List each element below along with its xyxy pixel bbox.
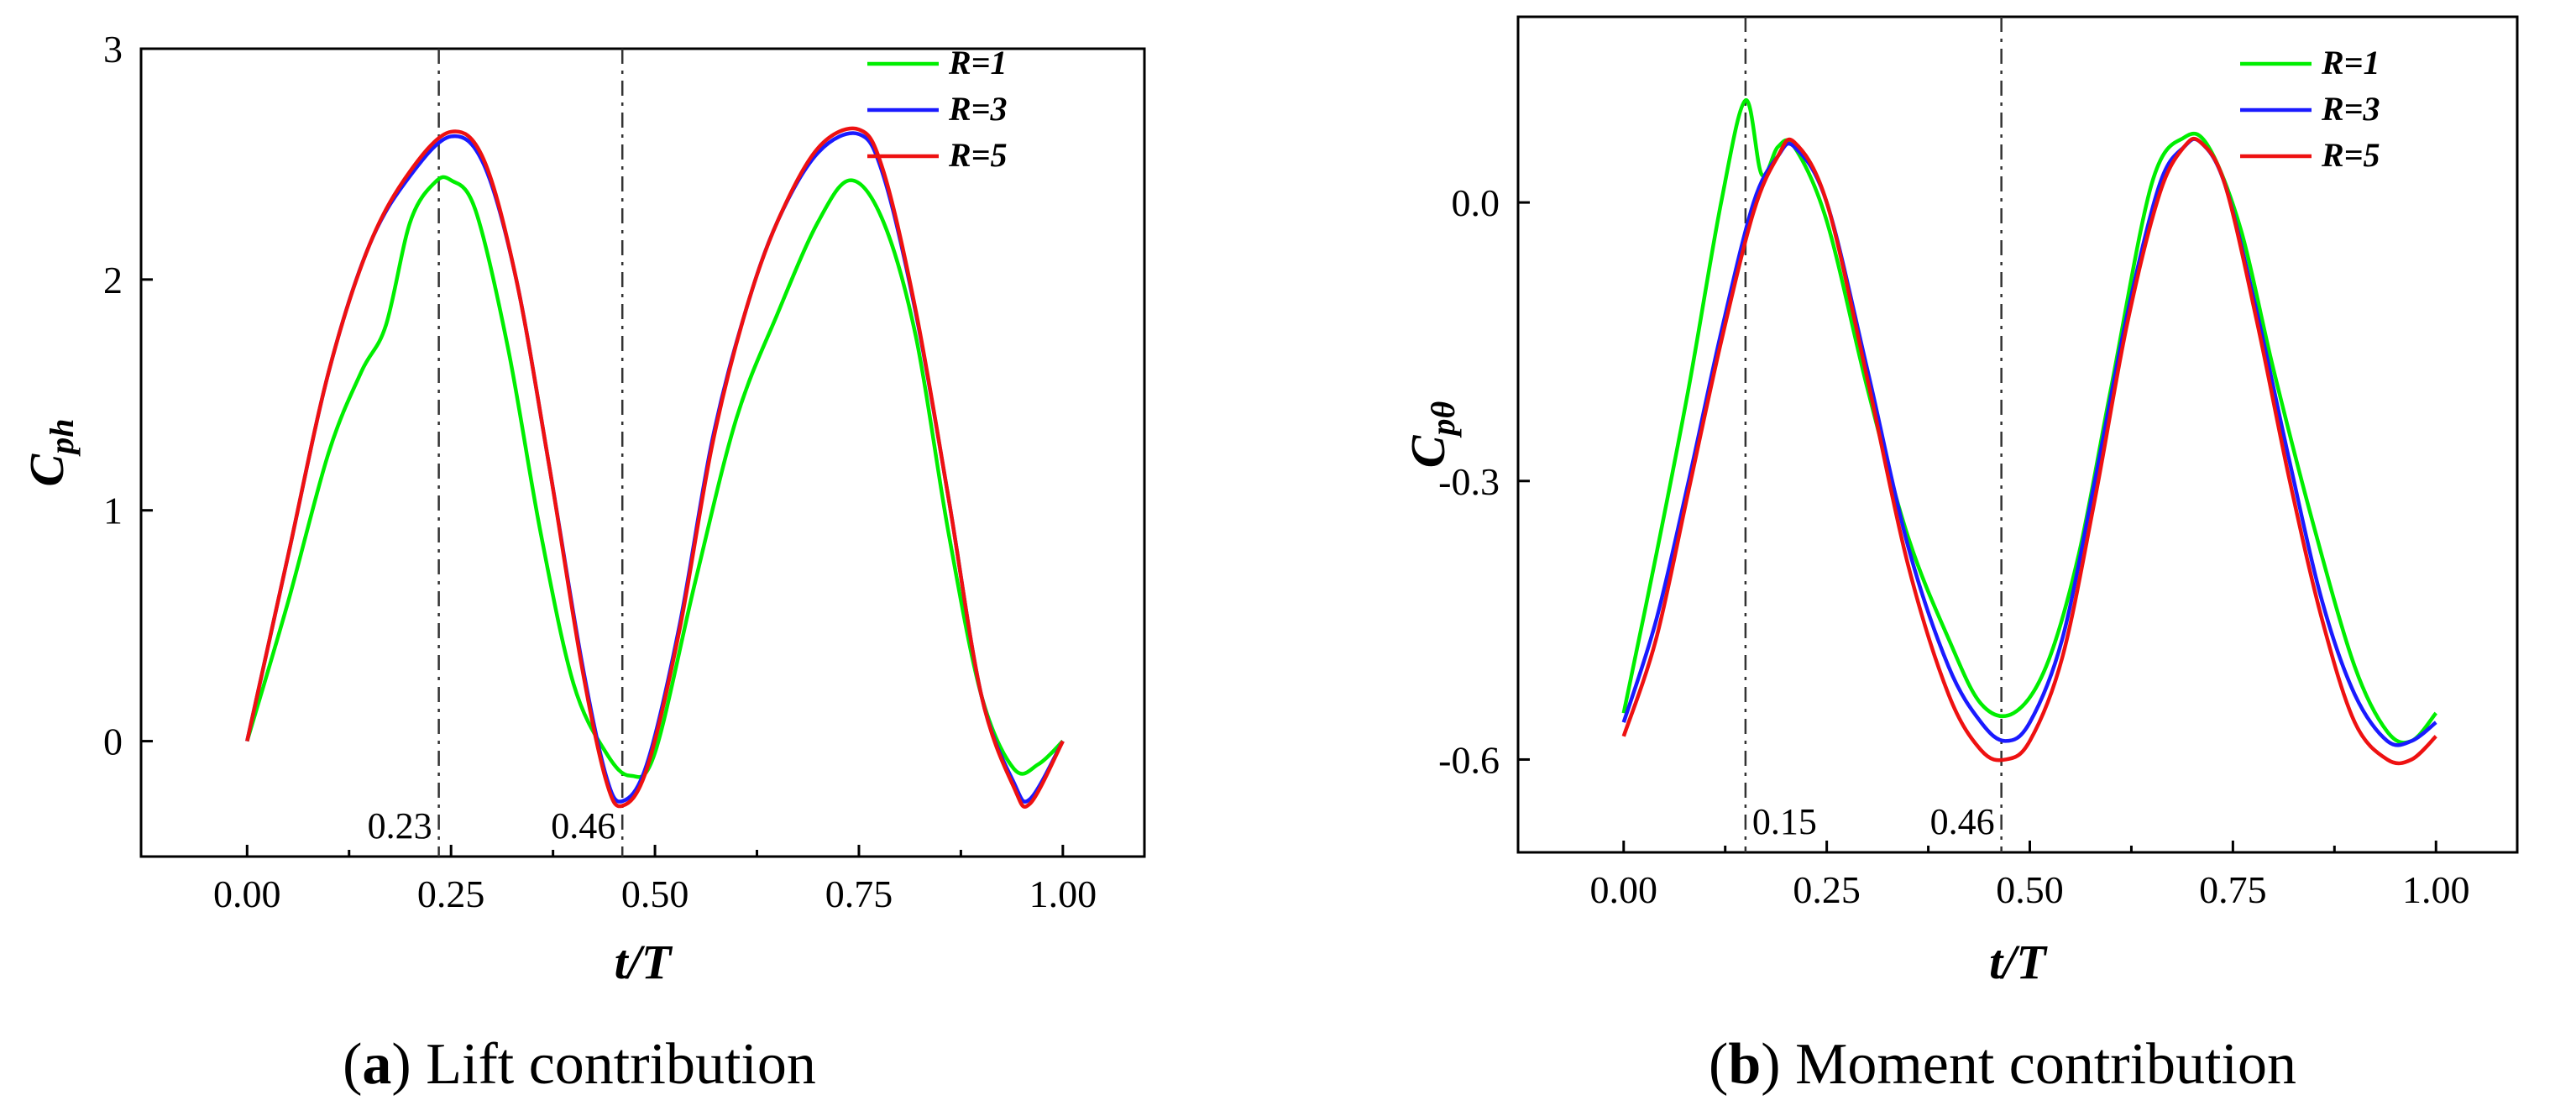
series-line-R=5 [245, 126, 1065, 809]
y-axis-title: Cph [19, 419, 81, 487]
x-tick-label: 0.75 [825, 873, 893, 915]
caption-text: Lift contribution [426, 1032, 816, 1097]
axes: 0.00 0.25 0.50 0.75 1.00 0 1 2 3 [103, 28, 1097, 915]
x-tick-label: 0.75 [2199, 868, 2267, 911]
x-tick-label: 0.00 [1590, 868, 1658, 911]
y-tick-label: 0.0 [1452, 181, 1500, 224]
y-axis-title-main: C [1401, 434, 1455, 468]
caption: (b) Moment contribution [1709, 1032, 2296, 1097]
caption-letter: a [362, 1032, 391, 1097]
x-tick-label: 0.00 [213, 873, 281, 915]
legend-label: R=5 [2321, 136, 2380, 174]
reference-line-label: 0.46 [1930, 801, 1995, 842]
legend-label: R=3 [2321, 90, 2380, 128]
y-axis-title-sub: pθ [1424, 401, 1462, 438]
series-group [245, 126, 1065, 809]
legend: R=1 R=3 R=5 [2240, 44, 2380, 174]
series-line-R=5 [1621, 136, 2437, 766]
reference-lines: 0.15 0.46 [1744, 17, 2003, 852]
y-axis-title: Cpθ [1401, 401, 1462, 469]
caption: (a) Lift contribution [343, 1032, 816, 1097]
legend-label: R=1 [948, 44, 1007, 81]
panel-lift: 0.23 0.46 0.00 0.25 0.50 0.75 1.00 0 1 2 3 t/T Cp… [19, 28, 1146, 1097]
y-tick-label: 3 [103, 28, 123, 71]
series-group [1621, 98, 2438, 766]
y-tick-label: -0.6 [1438, 738, 1500, 781]
reference-line-label: 0.23 [368, 805, 432, 846]
caption-letter: b [1728, 1032, 1761, 1097]
x-tick-label: 1.00 [2402, 868, 2470, 911]
x-axis-title: t/T [1989, 935, 2048, 989]
series-line-R=1 [1621, 98, 2438, 745]
legend-label: R=5 [948, 136, 1007, 174]
y-axis-title-sub: ph [43, 419, 81, 457]
panel-moment: 0.15 0.46 0.00 0.25 0.50 0.75 1.00 0.0 -0.3 -0.6… [1401, 15, 2519, 1097]
reference-line-label: 0.46 [551, 805, 615, 846]
reference-lines: 0.23 0.46 [368, 49, 624, 857]
y-tick-label: 1 [103, 490, 123, 532]
x-tick-label: 1.00 [1029, 873, 1097, 915]
y-tick-label: 2 [103, 259, 123, 301]
axes: 0.00 0.25 0.50 0.75 1.00 0.0 -0.3 -0.6 [1438, 181, 2469, 911]
reference-line-label: 0.15 [1752, 801, 1817, 842]
series-line-R=3 [245, 131, 1065, 804]
x-tick-label: 0.25 [417, 873, 485, 915]
x-tick-label: 0.50 [1996, 868, 2064, 911]
x-tick-label: 0.50 [621, 873, 689, 915]
x-axis-title: t/T [615, 935, 673, 989]
y-axis-title-main: C [19, 453, 74, 486]
legend: R=1 R=3 R=5 [867, 44, 1007, 174]
y-tick-label: 0 [103, 721, 123, 763]
y-tick-label: -0.3 [1438, 460, 1500, 503]
plot-frame [1516, 15, 2519, 854]
series-line-R=1 [245, 175, 1065, 779]
caption-text: Moment contribution [1795, 1032, 2296, 1097]
series-line-R=3 [1621, 137, 2437, 747]
legend-label: R=3 [948, 90, 1007, 128]
legend-label: R=1 [2321, 44, 2380, 81]
x-tick-label: 0.25 [1793, 868, 1861, 911]
plot-frame [139, 47, 1146, 858]
